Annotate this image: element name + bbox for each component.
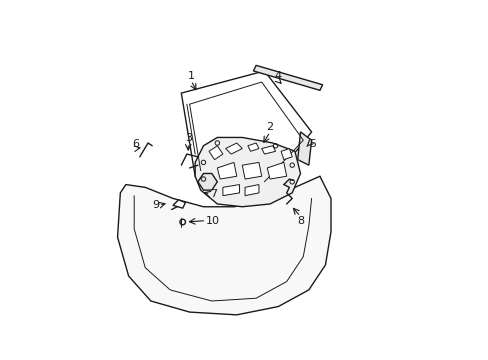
Polygon shape — [281, 149, 292, 159]
Text: 2: 2 — [266, 122, 273, 132]
Polygon shape — [208, 146, 223, 159]
Polygon shape — [181, 71, 311, 187]
Text: 9: 9 — [152, 201, 159, 210]
Polygon shape — [244, 185, 259, 195]
Polygon shape — [261, 146, 275, 154]
Polygon shape — [173, 200, 185, 208]
Text: 10: 10 — [206, 216, 220, 226]
Polygon shape — [117, 176, 330, 315]
Text: 6: 6 — [132, 139, 139, 149]
Text: 8: 8 — [296, 216, 304, 226]
Polygon shape — [217, 162, 236, 179]
Polygon shape — [198, 174, 217, 190]
Text: 7: 7 — [210, 189, 217, 199]
Text: 5: 5 — [308, 139, 315, 149]
Polygon shape — [267, 162, 286, 179]
Polygon shape — [195, 138, 300, 207]
Polygon shape — [225, 143, 242, 154]
Text: 1: 1 — [187, 71, 194, 81]
Polygon shape — [297, 132, 311, 165]
Polygon shape — [247, 143, 259, 151]
Text: 4: 4 — [274, 71, 281, 81]
Polygon shape — [223, 185, 239, 195]
Polygon shape — [242, 162, 261, 179]
Text: 3: 3 — [184, 133, 191, 143]
Polygon shape — [253, 66, 322, 90]
